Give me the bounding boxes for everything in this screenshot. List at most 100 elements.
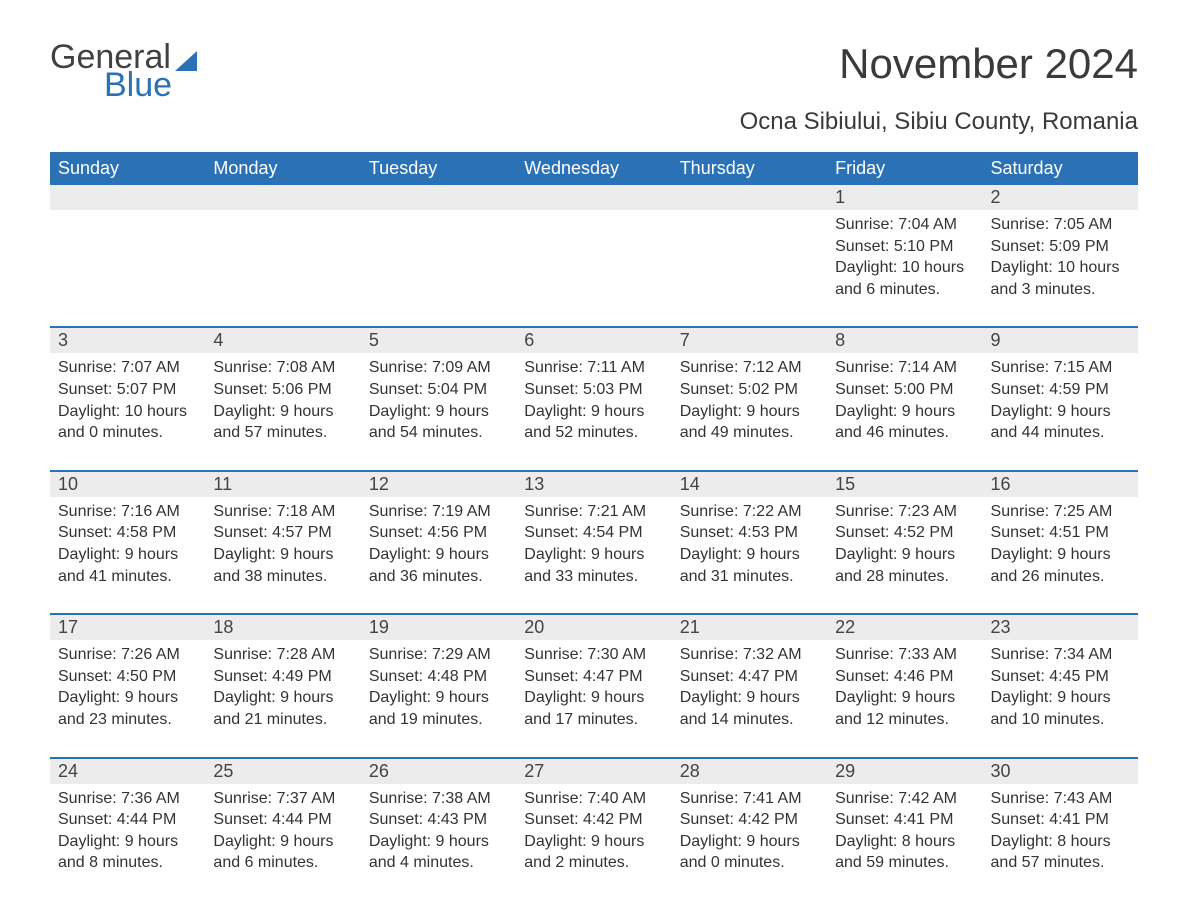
page-title: November 2024 xyxy=(839,40,1138,88)
daylight-text: Daylight: 9 hours and 12 minutes. xyxy=(835,687,974,730)
calendar-cell: 19 Sunrise: 7:29 AMSunset: 4:48 PMDayligh… xyxy=(361,614,516,757)
sunrise-text: Sunrise: 7:05 AM xyxy=(991,214,1130,236)
sunset-text: Sunset: 5:06 PM xyxy=(213,379,352,401)
daylight-text: Daylight: 9 hours and 21 minutes. xyxy=(213,687,352,730)
daylight-text: Daylight: 9 hours and 14 minutes. xyxy=(680,687,819,730)
sunrise-text: Sunrise: 7:26 AM xyxy=(58,644,197,666)
calendar-cell: 11Sunrise: 7:18 AMSunset: 4:57 PMDayligh… xyxy=(205,471,360,614)
calendar-cell: 29Sunrise: 7:42 AMSunset: 4:41 PMDayligh… xyxy=(827,758,982,900)
weekday-header: Tuesday xyxy=(361,152,516,185)
sunset-text: Sunset: 4:48 PM xyxy=(369,666,508,688)
calendar-cell: 12Sunrise: 7:19 AMSunset: 4:56 PMDayligh… xyxy=(361,471,516,614)
calendar-table: SundayMondayTuesdayWednesdayThursdayFrid… xyxy=(50,152,1138,900)
day-details: Sunrise: 7:37 AMSunset: 4:44 PMDaylight:… xyxy=(205,784,360,874)
day-details: Sunrise: 7:43 AMSunset: 4:41 PMDaylight:… xyxy=(983,784,1138,874)
calendar-body: 1Sunrise: 7:04 AMSunset: 5:10 PMDaylight… xyxy=(50,185,1138,900)
sunset-text: Sunset: 4:41 PM xyxy=(991,809,1130,831)
sunset-text: Sunset: 4:56 PM xyxy=(369,522,508,544)
day-details: Sunrise: 7:33 AMSunset: 4:46 PMDaylight:… xyxy=(827,640,982,730)
calendar-week: 17Sunrise: 7:26 AMSunset: 4:50 PMDayligh… xyxy=(50,614,1138,757)
calendar-cell xyxy=(50,185,205,327)
calendar-cell: 23Sunrise: 7:34 AMSunset: 4:45 PMDayligh… xyxy=(983,614,1138,757)
calendar-cell: 17Sunrise: 7:26 AMSunset: 4:50 PMDayligh… xyxy=(50,614,205,757)
daylight-text: Daylight: 9 hours and 8 minutes. xyxy=(58,831,197,874)
day-number: 22 xyxy=(827,615,982,640)
day-details: Sunrise: 7:28 AMSunset: 4:49 PMDaylight:… xyxy=(205,640,360,730)
calendar-cell: 27Sunrise: 7:40 AMSunset: 4:42 PMDayligh… xyxy=(516,758,671,900)
sunrise-text: Sunrise: 7:36 AM xyxy=(58,788,197,810)
calendar-cell: 30Sunrise: 7:43 AMSunset: 4:41 PMDayligh… xyxy=(983,758,1138,900)
calendar-week: 24Sunrise: 7:36 AMSunset: 4:44 PMDayligh… xyxy=(50,758,1138,900)
sunrise-text: Sunrise: 7:12 AM xyxy=(680,357,819,379)
daylight-text: Daylight: 9 hours and 23 minutes. xyxy=(58,687,197,730)
header: General Blue November 2024 xyxy=(50,40,1138,102)
day-number: 20 xyxy=(516,615,671,640)
day-details: Sunrise: 7:15 AMSunset: 4:59 PMDaylight:… xyxy=(983,353,1138,443)
day-details: Sunrise: 7:18 AMSunset: 4:57 PMDaylight:… xyxy=(205,497,360,587)
day-details: Sunrise: 7:25 AMSunset: 4:51 PMDaylight:… xyxy=(983,497,1138,587)
day-number: 26 xyxy=(361,759,516,784)
daylight-text: Daylight: 10 hours and 3 minutes. xyxy=(991,257,1130,300)
daylight-text: Daylight: 9 hours and 19 minutes. xyxy=(369,687,508,730)
sunrise-text: Sunrise: 7:41 AM xyxy=(680,788,819,810)
sunset-text: Sunset: 4:45 PM xyxy=(991,666,1130,688)
daylight-text: Daylight: 8 hours and 59 minutes. xyxy=(835,831,974,874)
weekday-header: Friday xyxy=(827,152,982,185)
sunset-text: Sunset: 4:43 PM xyxy=(369,809,508,831)
calendar-cell: 18Sunrise: 7:28 AMSunset: 4:49 PMDayligh… xyxy=(205,614,360,757)
day-number: 2 xyxy=(983,185,1138,210)
day-number: 6 xyxy=(516,328,671,353)
calendar-cell: 10Sunrise: 7:16 AMSunset: 4:58 PMDayligh… xyxy=(50,471,205,614)
day-details: Sunrise: 7:38 AMSunset: 4:43 PMDaylight:… xyxy=(361,784,516,874)
sunrise-text: Sunrise: 7:21 AM xyxy=(524,501,663,523)
sunrise-text: Sunrise: 7:38 AM xyxy=(369,788,508,810)
calendar-cell xyxy=(672,185,827,327)
day-details: Sunrise: 7:42 AMSunset: 4:41 PMDaylight:… xyxy=(827,784,982,874)
calendar-cell xyxy=(516,185,671,327)
calendar-cell: 24Sunrise: 7:36 AMSunset: 4:44 PMDayligh… xyxy=(50,758,205,900)
sunset-text: Sunset: 4:53 PM xyxy=(680,522,819,544)
day-number: 27 xyxy=(516,759,671,784)
day-details: Sunrise: 7:40 AMSunset: 4:42 PMDaylight:… xyxy=(516,784,671,874)
calendar-cell: 2Sunrise: 7:05 AMSunset: 5:09 PMDaylight… xyxy=(983,185,1138,327)
sunrise-text: Sunrise: 7:34 AM xyxy=(991,644,1130,666)
logo-text-blue: Blue xyxy=(104,68,197,102)
day-number: 5 xyxy=(361,328,516,353)
day-details: Sunrise: 7:09 AMSunset: 5:04 PMDaylight:… xyxy=(361,353,516,443)
day-number: 15 xyxy=(827,472,982,497)
day-number: 25 xyxy=(205,759,360,784)
sunrise-text: Sunrise: 7:25 AM xyxy=(991,501,1130,523)
sunset-text: Sunset: 4:57 PM xyxy=(213,522,352,544)
sunset-text: Sunset: 4:59 PM xyxy=(991,379,1130,401)
sunset-text: Sunset: 4:47 PM xyxy=(680,666,819,688)
sunset-text: Sunset: 4:49 PM xyxy=(213,666,352,688)
calendar-cell: 15Sunrise: 7:23 AMSunset: 4:52 PMDayligh… xyxy=(827,471,982,614)
sunrise-text: Sunrise: 7:07 AM xyxy=(58,357,197,379)
sunrise-text: Sunrise: 7:43 AM xyxy=(991,788,1130,810)
day-number xyxy=(361,185,516,210)
sunrise-text: Sunrise: 7:08 AM xyxy=(213,357,352,379)
sunrise-text: Sunrise: 7:15 AM xyxy=(991,357,1130,379)
sunrise-text: Sunrise: 7:32 AM xyxy=(680,644,819,666)
day-details: Sunrise: 7:23 AMSunset: 4:52 PMDaylight:… xyxy=(827,497,982,587)
day-number xyxy=(50,185,205,210)
day-number xyxy=(205,185,360,210)
day-details: Sunrise: 7:07 AMSunset: 5:07 PMDaylight:… xyxy=(50,353,205,443)
sunset-text: Sunset: 4:52 PM xyxy=(835,522,974,544)
sunset-text: Sunset: 4:47 PM xyxy=(524,666,663,688)
daylight-text: Daylight: 9 hours and 54 minutes. xyxy=(369,401,508,444)
sunrise-text: Sunrise: 7:23 AM xyxy=(835,501,974,523)
day-number: 19 xyxy=(361,615,516,640)
day-number: 7 xyxy=(672,328,827,353)
day-number: 8 xyxy=(827,328,982,353)
sunset-text: Sunset: 4:44 PM xyxy=(213,809,352,831)
sunset-text: Sunset: 4:42 PM xyxy=(680,809,819,831)
sunset-text: Sunset: 4:50 PM xyxy=(58,666,197,688)
calendar-cell: 16Sunrise: 7:25 AMSunset: 4:51 PMDayligh… xyxy=(983,471,1138,614)
sunrise-text: Sunrise: 7:30 AM xyxy=(524,644,663,666)
calendar-cell: 28Sunrise: 7:41 AMSunset: 4:42 PMDayligh… xyxy=(672,758,827,900)
daylight-text: Daylight: 9 hours and 49 minutes. xyxy=(680,401,819,444)
daylight-text: Daylight: 9 hours and 46 minutes. xyxy=(835,401,974,444)
sunrise-text: Sunrise: 7:29 AM xyxy=(369,644,508,666)
day-details: Sunrise: 7:36 AMSunset: 4:44 PMDaylight:… xyxy=(50,784,205,874)
